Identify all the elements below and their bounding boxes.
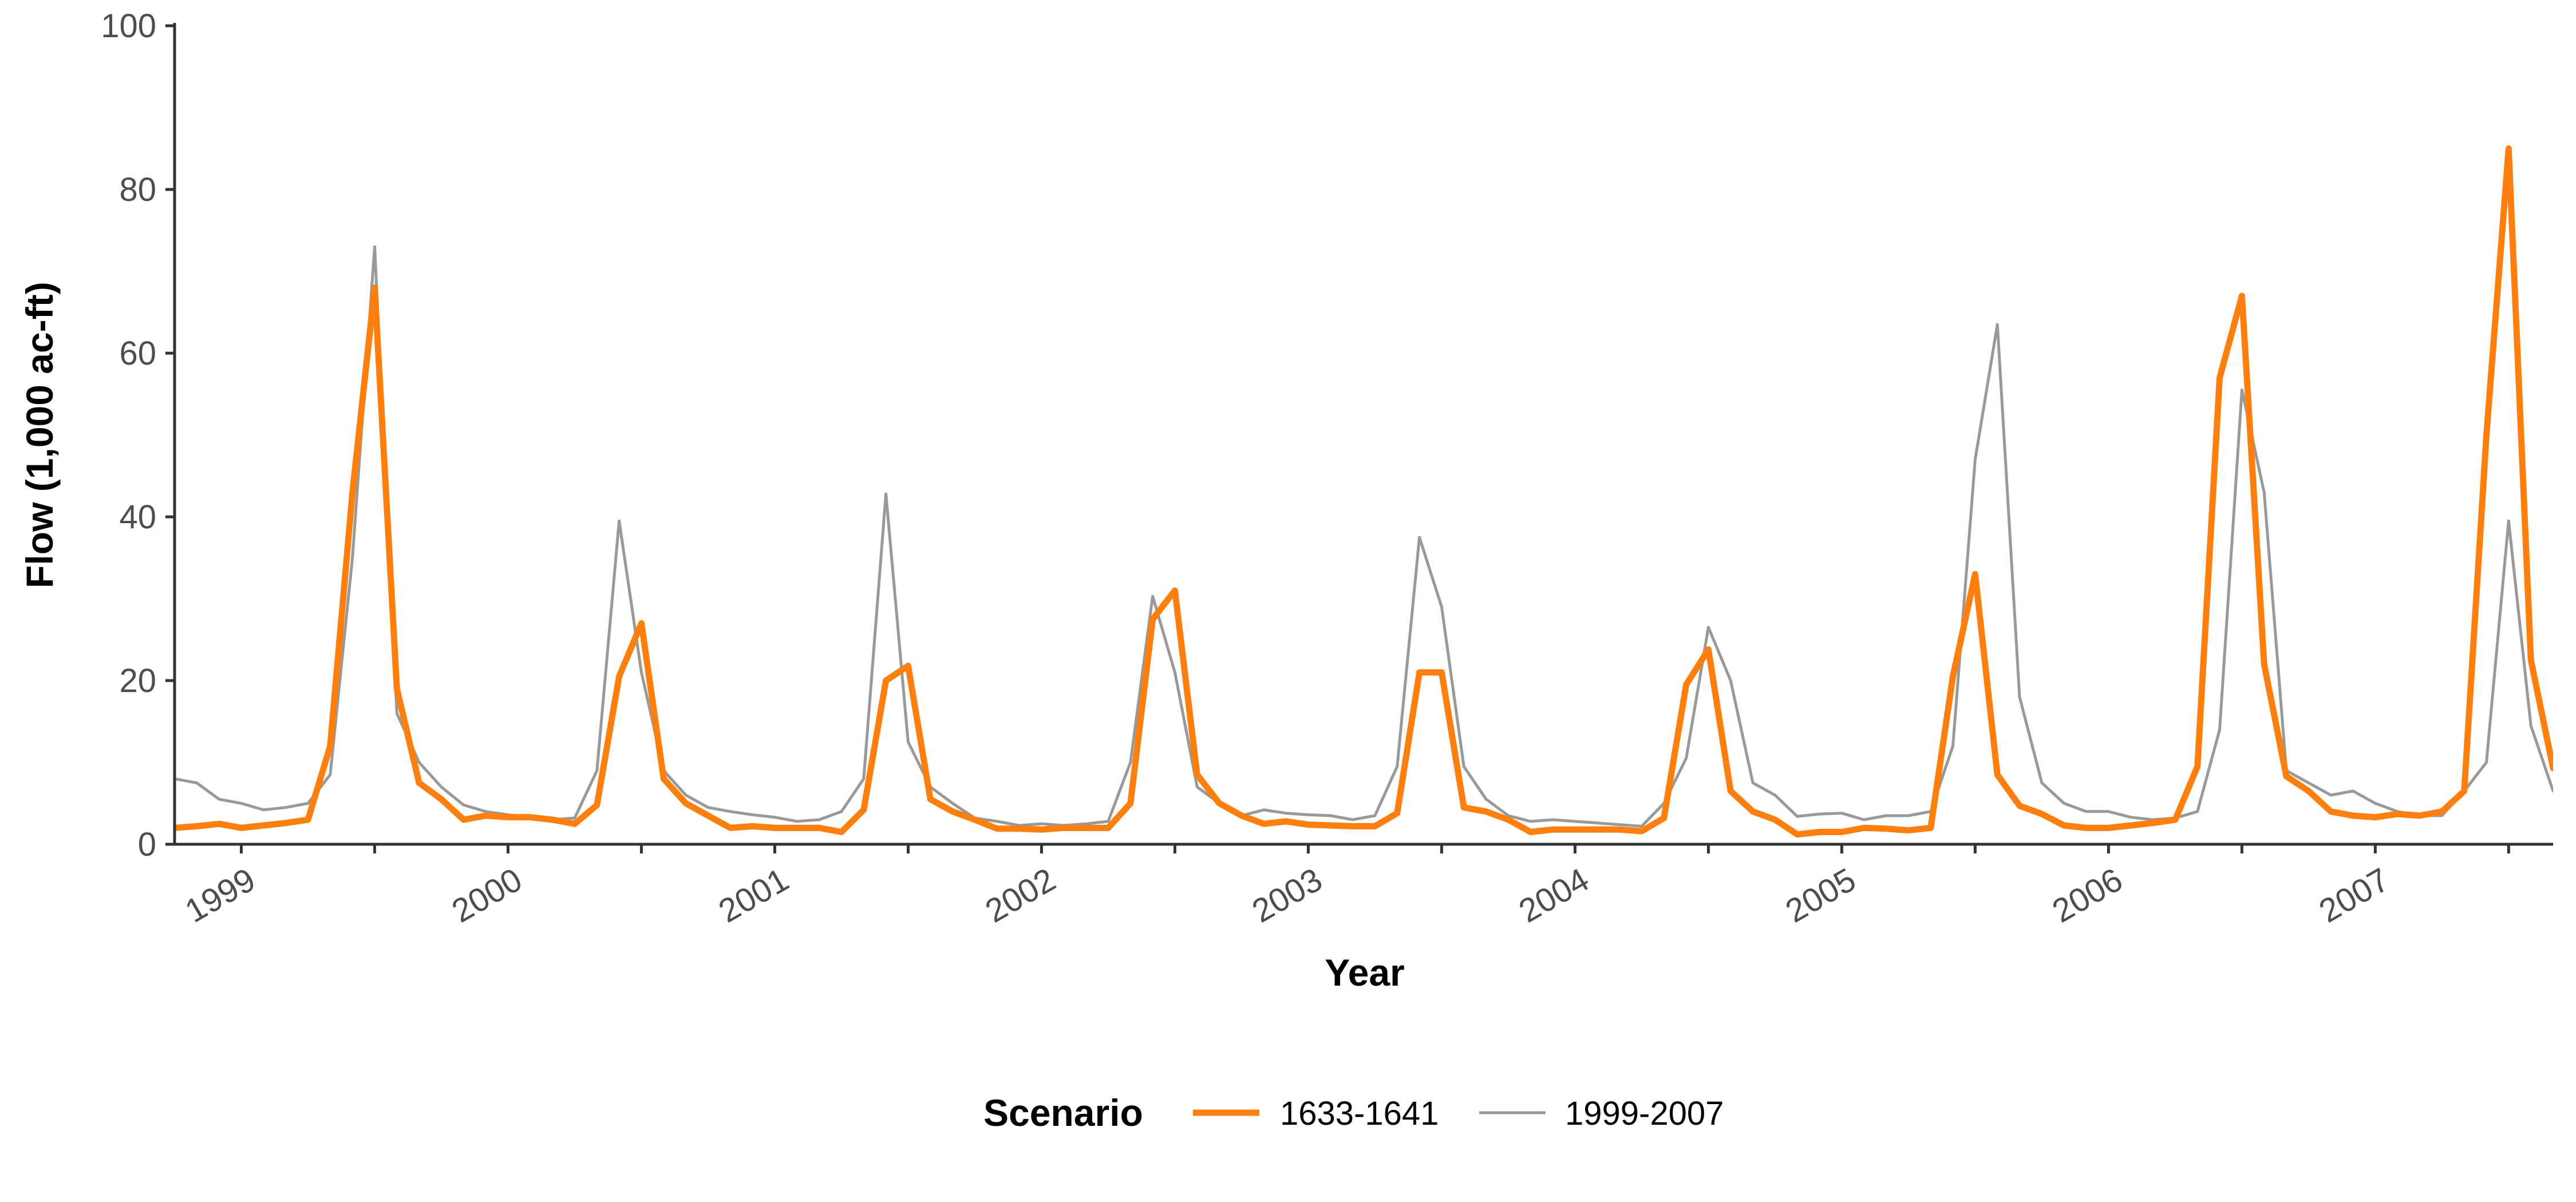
x-tick-label: 2000 [446, 861, 528, 930]
x-tick-label: 2001 [713, 861, 795, 930]
x-axis-title: Year [1325, 951, 1404, 994]
y-tick-label: 0 [138, 826, 156, 863]
legend-label-1633-1641: 1633-1641 [1280, 1095, 1439, 1132]
y-tick-label: 100 [101, 7, 156, 45]
legend-title: Scenario [983, 1092, 1143, 1134]
y-tick-label: 80 [119, 171, 156, 208]
x-tick-label: 2002 [979, 861, 1061, 930]
y-axis-title: Flow (1,000 ac-ft) [18, 282, 61, 588]
x-tick-label: 2005 [1779, 861, 1862, 930]
legend-label-1999-2007: 1999-2007 [1565, 1095, 1724, 1132]
x-tick-label: 1999 [179, 861, 262, 930]
x-tick-label: 2004 [1512, 861, 1595, 930]
x-tick-label: 2003 [1246, 861, 1328, 930]
series-line-1633-1641 [175, 145, 2553, 838]
y-tick-label: 60 [119, 335, 156, 372]
x-tick-label: 2007 [2313, 861, 2395, 930]
y-tick-label: 20 [119, 662, 156, 699]
y-tick-label: 40 [119, 499, 156, 536]
x-tick-label: 2006 [2046, 861, 2128, 930]
series-layer [175, 145, 2553, 838]
legend: Scenario 1633-1641 1999-2007 [983, 1092, 1724, 1134]
